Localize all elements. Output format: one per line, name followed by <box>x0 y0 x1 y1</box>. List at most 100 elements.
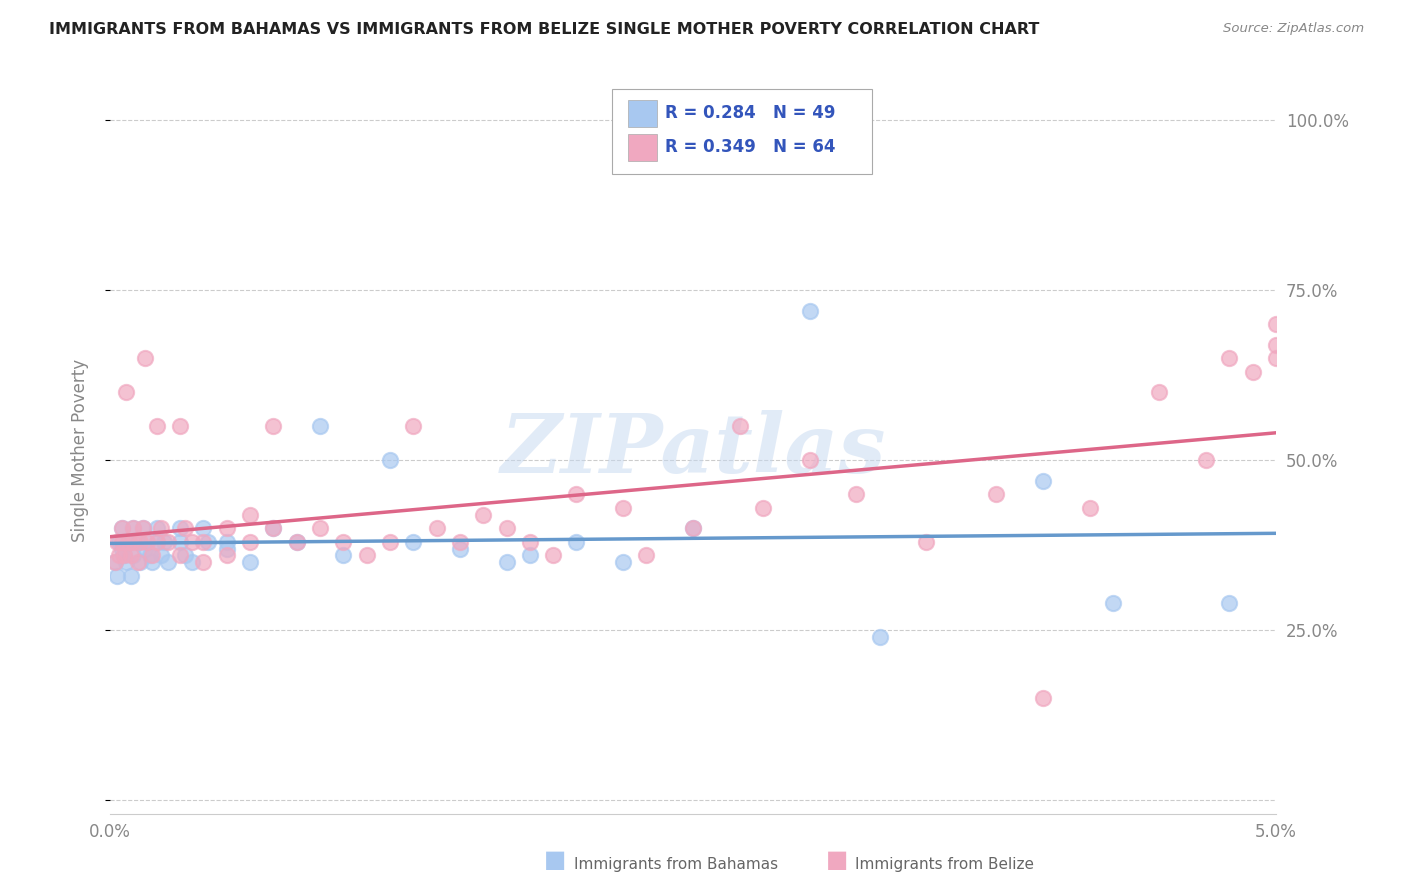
Point <box>986 487 1008 501</box>
Point <box>636 549 658 563</box>
Point <box>127 534 149 549</box>
Point <box>262 521 284 535</box>
Point <box>612 500 634 515</box>
Point <box>122 521 145 535</box>
Text: Source: ZipAtlas.com: Source: ZipAtlas.com <box>1223 22 1364 36</box>
Point <box>134 351 156 366</box>
Point <box>1032 691 1054 706</box>
Point <box>118 534 141 549</box>
Point <box>215 549 238 563</box>
Point <box>145 534 167 549</box>
Point <box>180 534 202 549</box>
Point <box>285 534 308 549</box>
Point <box>129 555 152 569</box>
Point <box>541 549 564 563</box>
Point <box>150 549 173 563</box>
Point <box>169 521 191 535</box>
Point <box>145 521 167 535</box>
Point <box>134 541 156 556</box>
Point <box>799 303 821 318</box>
Point <box>169 534 191 549</box>
Text: ■: ■ <box>825 848 848 872</box>
Point <box>309 521 332 535</box>
Point <box>239 508 262 522</box>
Point <box>150 521 173 535</box>
Point <box>682 521 704 535</box>
Point <box>145 534 167 549</box>
Point <box>111 534 134 549</box>
Point <box>197 534 219 549</box>
Point <box>1265 337 1288 351</box>
Point <box>425 521 447 535</box>
Point <box>152 534 174 549</box>
Point <box>127 555 149 569</box>
Text: Immigrants from Bahamas: Immigrants from Bahamas <box>574 857 778 872</box>
Point <box>145 419 167 434</box>
Point <box>915 534 938 549</box>
Point <box>1241 365 1264 379</box>
Text: IMMIGRANTS FROM BAHAMAS VS IMMIGRANTS FROM BELIZE SINGLE MOTHER POVERTY CORRELAT: IMMIGRANTS FROM BAHAMAS VS IMMIGRANTS FR… <box>49 22 1039 37</box>
Point <box>105 534 128 549</box>
Point <box>193 521 215 535</box>
Point <box>449 534 471 549</box>
Point <box>115 385 138 400</box>
Point <box>115 555 138 569</box>
Point <box>402 419 425 434</box>
Point <box>1102 596 1125 610</box>
Point <box>262 521 284 535</box>
Point <box>1265 317 1288 331</box>
Point <box>1218 351 1240 366</box>
Point <box>118 534 141 549</box>
Point <box>141 549 163 563</box>
Point <box>111 541 134 556</box>
Y-axis label: Single Mother Poverty: Single Mother Poverty <box>72 359 89 541</box>
Point <box>285 534 308 549</box>
Point <box>565 534 588 549</box>
Point <box>193 534 215 549</box>
Point <box>845 487 868 501</box>
Point <box>108 549 131 563</box>
Point <box>108 534 131 549</box>
Point <box>122 521 145 535</box>
Point <box>612 555 634 569</box>
Point <box>332 534 354 549</box>
Point <box>105 568 128 582</box>
Point <box>169 549 191 563</box>
Point <box>215 521 238 535</box>
Point <box>129 534 152 549</box>
Point <box>472 508 495 522</box>
Point <box>173 521 195 535</box>
Point <box>262 419 284 434</box>
Point <box>180 555 202 569</box>
Point <box>111 521 134 535</box>
Point <box>495 521 517 535</box>
Point <box>799 453 821 467</box>
Point <box>136 534 159 549</box>
Point <box>682 521 704 535</box>
Text: R = 0.284   N = 49: R = 0.284 N = 49 <box>665 104 835 122</box>
Point <box>402 534 425 549</box>
Point <box>356 549 378 563</box>
Point <box>1149 385 1171 400</box>
Point <box>309 419 332 434</box>
Point <box>1218 596 1240 610</box>
Point <box>565 487 588 501</box>
Text: Immigrants from Belize: Immigrants from Belize <box>855 857 1033 872</box>
Point <box>519 534 541 549</box>
Point <box>215 534 238 549</box>
Point <box>332 549 354 563</box>
Point <box>104 555 127 569</box>
Point <box>132 521 155 535</box>
Point <box>169 419 191 434</box>
Text: ■: ■ <box>544 848 567 872</box>
Point <box>239 555 262 569</box>
Point <box>112 549 135 563</box>
Point <box>122 549 145 563</box>
Point <box>173 549 195 563</box>
Point <box>1032 474 1054 488</box>
Point <box>138 549 160 563</box>
Point <box>1078 500 1101 515</box>
Point <box>157 555 180 569</box>
Point <box>157 534 180 549</box>
Text: ZIPatlas: ZIPatlas <box>501 410 886 490</box>
